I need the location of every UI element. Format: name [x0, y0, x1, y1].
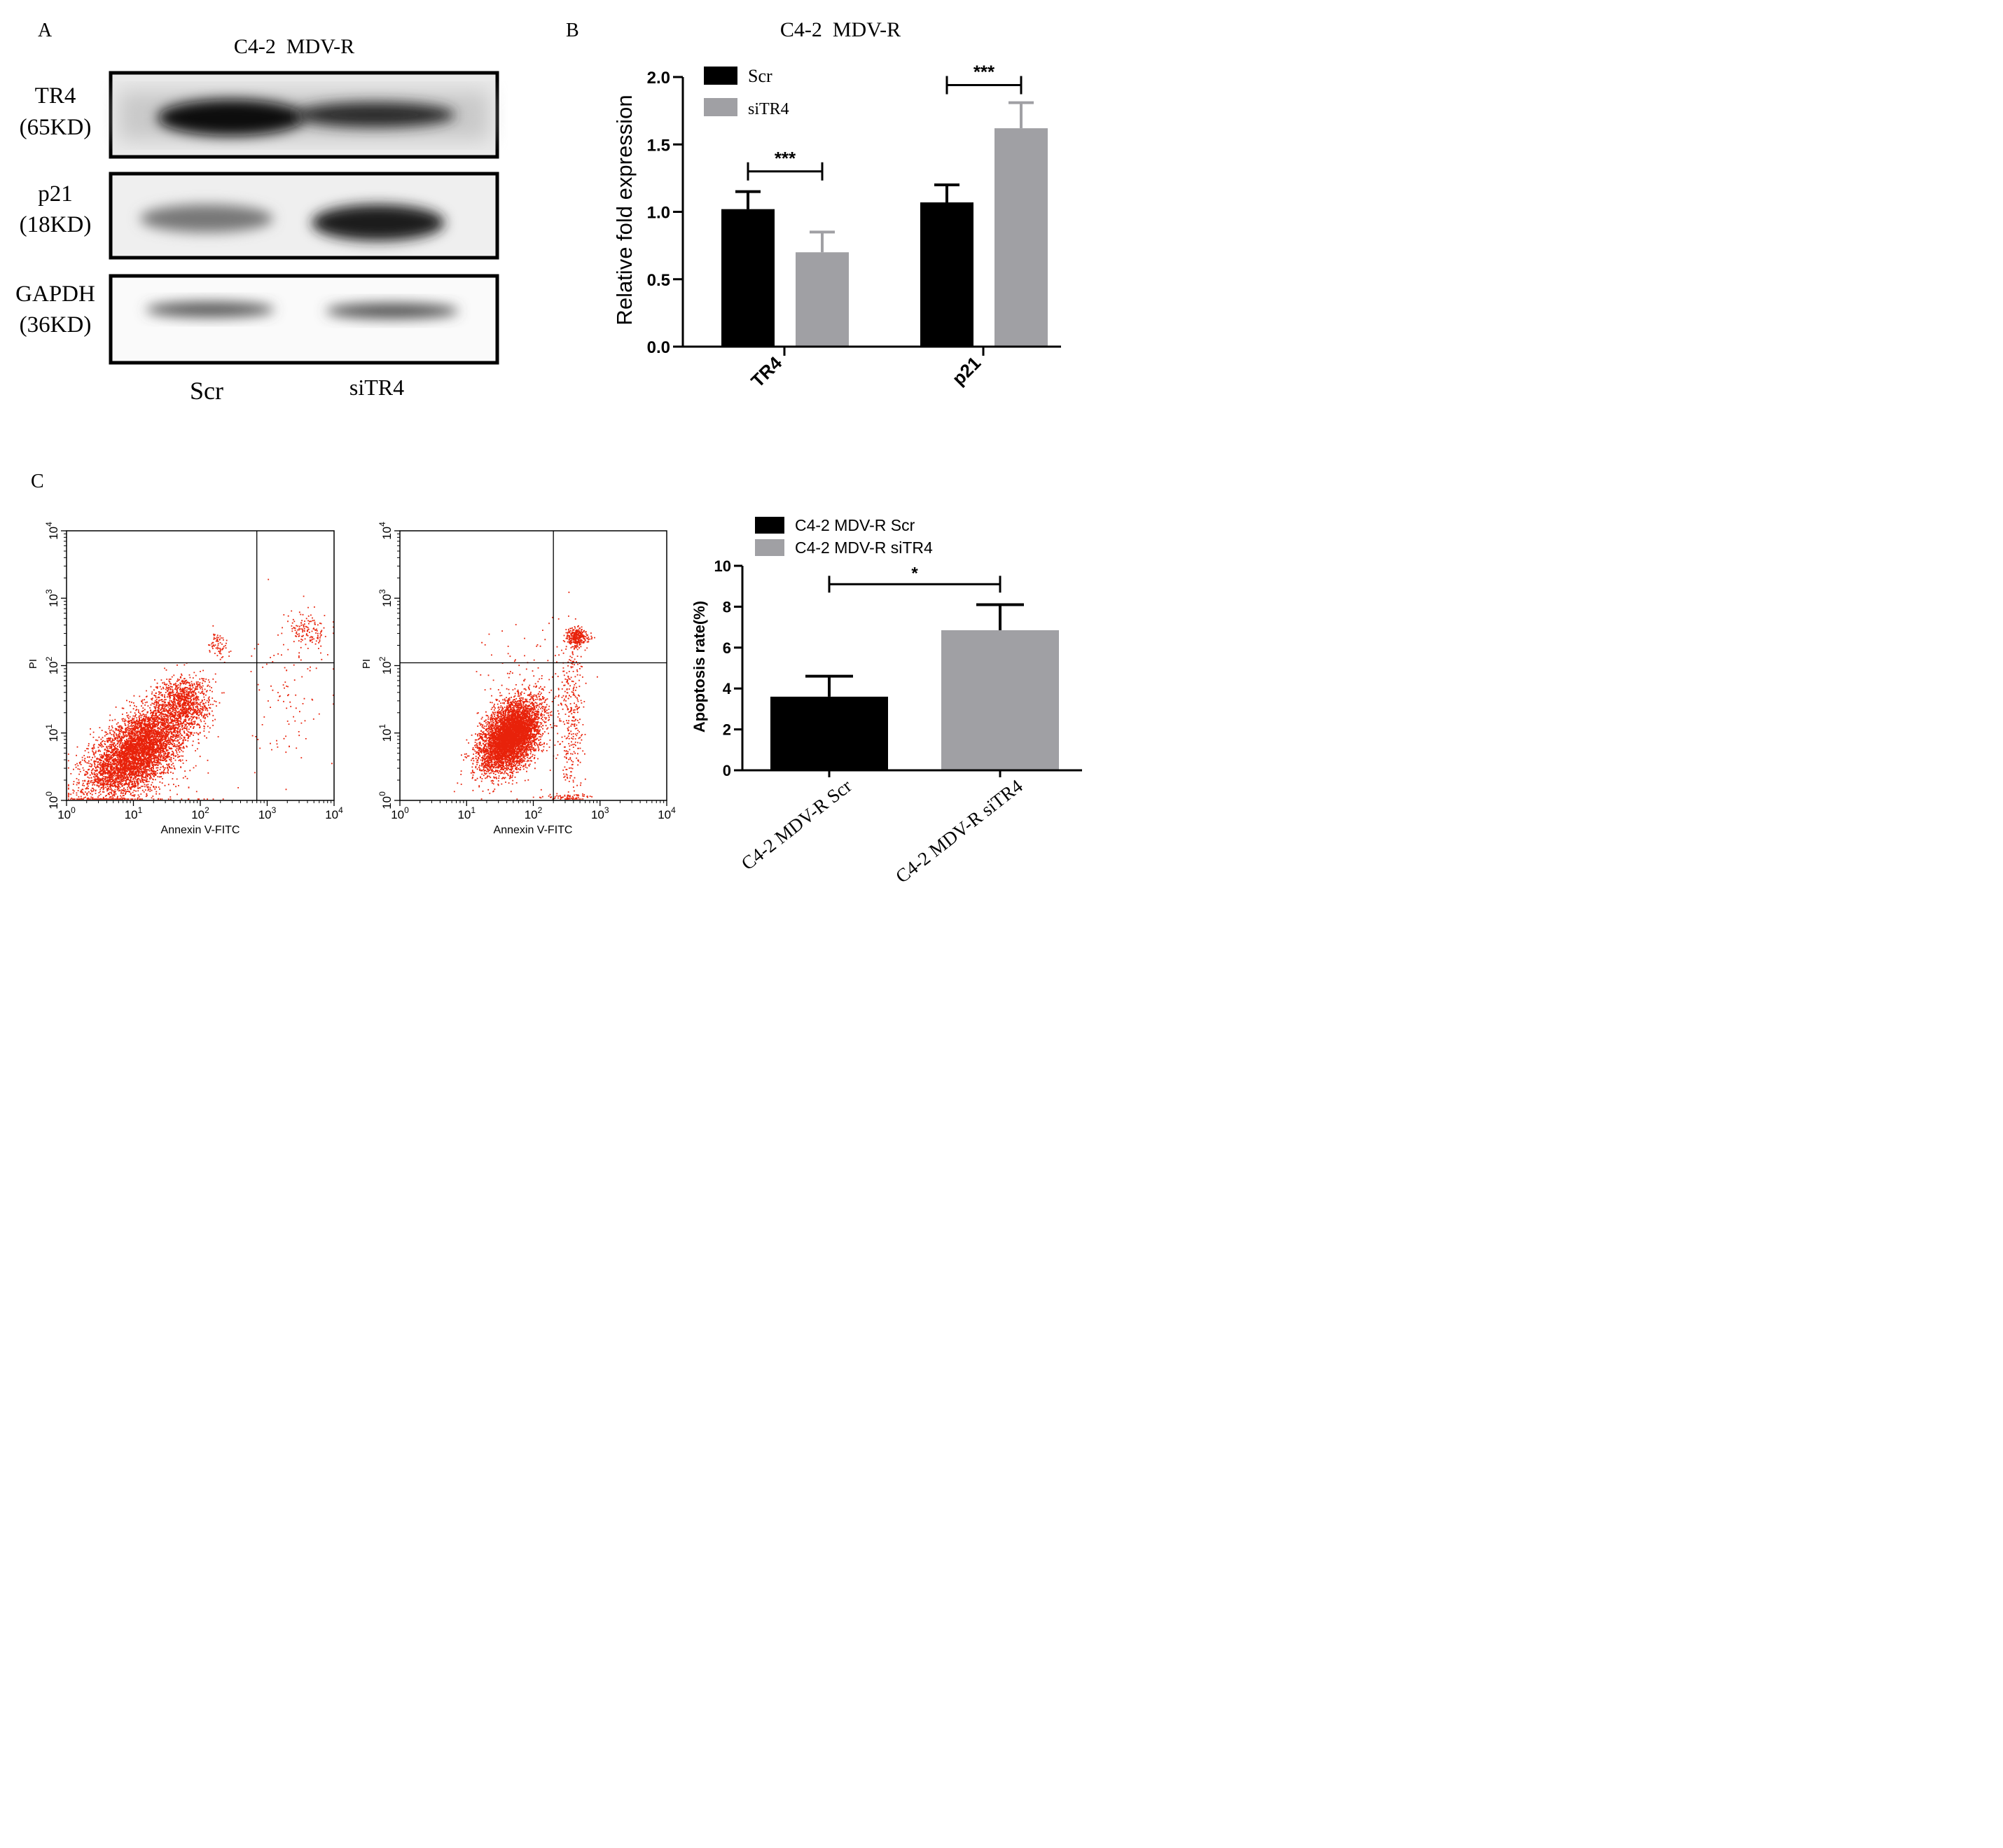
flow-xtick-label: 102 — [525, 805, 543, 821]
chart-b-ytick-label: 0.5 — [647, 271, 670, 290]
blot-label-tr4: TR4 — [35, 83, 76, 109]
chart-c-plot: 0 2 4 6 8 10 C4-2 MDV-R Scr C4-2 MDV-R siTR4 * — [714, 557, 1082, 887]
legend-b-label-sitr4: siTR4 — [748, 100, 789, 118]
chart-b-xtick-label-tr4: TR4 — [747, 352, 786, 391]
flow-ytick-label: 102 — [377, 656, 394, 674]
blot-size-tr4: (65KD) — [20, 115, 92, 140]
blot-size-gapdh: (36KD) — [20, 312, 92, 338]
chart-c-xtick-label: C4-2 MDV-R Scr — [737, 775, 856, 874]
chart-b-ytick-label: 1.5 — [647, 136, 670, 155]
band-tr4-sitr4 — [294, 102, 455, 127]
flow-ytick-label: 101 — [377, 724, 394, 742]
chart-c-ytick-label: 0 — [723, 762, 731, 779]
chart-b-ytick-label: 2.0 — [647, 69, 670, 88]
legend-b-label-scr: Scr — [748, 66, 772, 86]
lane-label-scr: Scr — [190, 377, 223, 405]
figure-canvas: A C4-2 MDV-R TR4 (65KD) p21 (18KD) GAPDH — [15, 18, 1082, 887]
flow-xtick-label: 101 — [125, 805, 143, 821]
flow-xtick-label: 104 — [325, 805, 343, 821]
legend-c-swatch-sitr4 — [755, 539, 784, 556]
chart-b-ytick-label: 1.0 — [647, 204, 670, 223]
chart-c-ytick-label: 8 — [723, 598, 731, 616]
flow-events — [453, 591, 598, 800]
flow-xtick-label: 100 — [57, 805, 76, 821]
lane-label-sitr4: siTR4 — [349, 375, 404, 400]
flow-ytick-label: 104 — [44, 522, 60, 540]
flow-xtick-label: 101 — [457, 805, 476, 821]
blot-label-gapdh: GAPDH — [15, 282, 95, 307]
flow-xtick-label: 102 — [191, 805, 209, 821]
band-gapdh-scr — [146, 302, 275, 317]
legend-c-label-sitr4: C4-2 MDV-R siTR4 — [795, 539, 933, 557]
flow-ytick-label: 101 — [44, 724, 60, 742]
blot-labels: TR4 (65KD) p21 (18KD) GAPDH (36KD) — [15, 83, 95, 338]
chart-c-ytick-label: 2 — [723, 721, 731, 739]
band-p21-sitr4 — [312, 204, 445, 241]
blot-tr4 — [109, 71, 499, 159]
flow-frame — [399, 530, 667, 801]
flow-xtick-label: 103 — [591, 805, 609, 821]
chart-c-ylabel: Apoptosis rate(%) — [691, 601, 708, 732]
chart-c-bar-scr — [770, 696, 888, 770]
flow-ytick-label: 103 — [44, 589, 60, 607]
chart-b-ylabel: Relative fold expression — [612, 95, 637, 325]
flow-xtick-label: 103 — [258, 805, 277, 821]
chart-b-bar-scr-p21 — [920, 202, 973, 347]
panel-b-letter: B — [566, 20, 579, 41]
flow-xtick-label: 104 — [658, 805, 676, 821]
legend-b: Scr siTR4 — [704, 66, 789, 118]
panel-a: A C4-2 MDV-R TR4 (65KD) p21 (18KD) GAPDH — [15, 20, 499, 405]
flow-ytick-label: 104 — [377, 522, 394, 540]
flow-ytick-label: 103 — [377, 589, 394, 607]
blot-p21 — [109, 172, 499, 260]
chart-b-sig-label: *** — [775, 148, 796, 169]
chart-b-sig-label: *** — [973, 62, 995, 83]
blot-size-p21: (18KD) — [20, 212, 92, 237]
chart-c-xtick-label: C4-2 MDV-R siTR4 — [892, 775, 1027, 887]
panel-c-letter: C — [31, 471, 44, 492]
panel-b: B C4-2 MDV-R Scr siTR4 Relative fold exp… — [566, 18, 1061, 391]
flow-ytick-label: 102 — [44, 656, 60, 674]
chart-c-bar-sitr4 — [941, 630, 1059, 770]
chart-b-plot: 0.0 0.5 1.0 1.5 2.0 TR4 p21 *** *** — [647, 62, 1061, 391]
band-gapdh-sitr4 — [326, 303, 459, 319]
chart-c-ytick-label: 10 — [714, 557, 731, 575]
legend-b-swatch-scr — [704, 67, 737, 85]
flow-events — [67, 578, 334, 800]
blot-gapdh — [109, 274, 499, 365]
band-tr4-scr — [158, 99, 305, 136]
legend-c: C4-2 MDV-R Scr C4-2 MDV-R siTR4 — [755, 516, 933, 557]
chart-b-bar-sitr4-tr4 — [796, 252, 849, 347]
chart-b-bar-scr-tr4 — [721, 209, 775, 347]
legend-b-swatch-sitr4 — [704, 98, 737, 116]
flow-left-xlabel: Annexin V-FITC — [161, 824, 240, 836]
chart-c-ytick-label: 6 — [723, 639, 731, 657]
flow-left-ylabel: PI — [27, 659, 39, 669]
chart-b-bar-sitr4-p21 — [994, 128, 1048, 347]
flow-right-ylabel: PI — [361, 659, 373, 669]
chart-c-ytick-label: 4 — [723, 680, 732, 697]
flow-xtick-label: 100 — [391, 805, 409, 821]
flow-right-xlabel: Annexin V-FITC — [494, 824, 573, 836]
blot-label-p21: p21 — [38, 181, 73, 207]
chart-b-ytick-label: 0.0 — [647, 338, 670, 357]
band-p21-scr — [140, 204, 273, 232]
flow-ytick-label: 100 — [44, 791, 60, 810]
legend-c-swatch-scr — [755, 517, 784, 534]
chart-b-xtick-label-p21: p21 — [948, 352, 985, 389]
legend-c-label-scr: C4-2 MDV-R Scr — [795, 516, 915, 534]
chart-c-sig-label: * — [911, 564, 918, 583]
flow-ytick-label: 100 — [377, 791, 394, 810]
panel-b-title: C4-2 MDV-R — [780, 18, 901, 41]
panel-a-title: C4-2 MDV-R — [234, 35, 354, 58]
panel-a-letter: A — [38, 20, 53, 41]
